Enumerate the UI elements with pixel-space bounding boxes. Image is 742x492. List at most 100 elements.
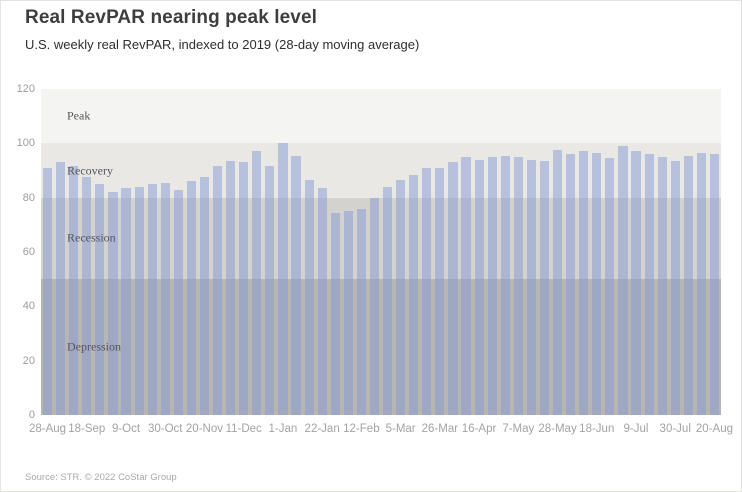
bar-slot (682, 89, 695, 415)
revpar-bar (683, 155, 693, 415)
bar-slot (616, 89, 629, 415)
x-axis-tick: 30-Oct (147, 423, 183, 435)
y-axis-tick: 0 (28, 409, 35, 421)
bar-slot (590, 89, 603, 415)
x-axis-tick: 28-May (538, 423, 577, 435)
band-label-recession: Recession (67, 230, 116, 245)
revpar-bar (147, 184, 157, 415)
bar-slot (473, 89, 486, 415)
revpar-bar (134, 186, 144, 415)
revpar-bar (95, 184, 105, 415)
y-axis-tick: 120 (16, 83, 35, 95)
bar-slot (407, 89, 420, 415)
y-axis-tick: 80 (22, 191, 35, 204)
bar-slot (630, 89, 643, 415)
revpar-bar (526, 159, 536, 415)
bar-slot (551, 89, 564, 415)
bar-slot (316, 89, 329, 415)
revpar-bar (605, 158, 615, 415)
band-label-depression: Depression (67, 339, 121, 354)
revpar-bar (291, 155, 301, 415)
y-axis-tick: 20 (22, 354, 35, 367)
revpar-bar (631, 151, 641, 415)
x-axis-tick: 18-Jun (579, 423, 615, 435)
bar-slot (303, 89, 316, 415)
revpar-bar (108, 192, 118, 415)
bar-slot (381, 89, 394, 415)
bar-slot (41, 89, 54, 415)
revpar-bar (330, 212, 340, 415)
x-axis-tick: 11-Dec (225, 423, 262, 435)
bar-slot (525, 89, 538, 415)
revpar-bar (487, 156, 497, 415)
revpar-bar (500, 155, 510, 415)
revpar-bar (82, 177, 92, 415)
revpar-bar (69, 166, 79, 415)
bar-slot (708, 89, 721, 415)
revpar-bar (696, 152, 707, 415)
revpar-bar (644, 154, 654, 415)
bar-slot (198, 89, 211, 415)
revpar-bar (226, 161, 236, 415)
revpar-bar (317, 188, 327, 415)
revpar-bar (539, 161, 550, 415)
revpar-bar (657, 156, 667, 415)
revpar-bar (343, 211, 353, 415)
x-axis-tick: 9-Jul (623, 423, 649, 435)
x-axis-tick: 1-Jan (268, 423, 298, 435)
revpar-bar (553, 150, 563, 415)
x-axis: 28-Aug 18-Sep 9-Oct 30-Oct 20-Nov 11-Dec 1-Jan… (29, 423, 733, 439)
bar-slot (119, 89, 132, 415)
revpar-bar (42, 167, 53, 415)
bar-slot (695, 89, 708, 415)
revpar-bar (252, 151, 262, 415)
bar-slot (355, 89, 368, 415)
bar-slot (185, 89, 198, 415)
revpar-bar (461, 156, 471, 415)
x-axis-tick: 5-Mar (385, 423, 416, 435)
revpar-bar (356, 208, 366, 415)
bar-slot (603, 89, 616, 415)
bar-slot (564, 89, 577, 415)
revpar-bar (709, 154, 720, 415)
revpar-bar (670, 161, 680, 415)
revpar-bar (265, 166, 275, 415)
revpar-bar (304, 180, 314, 415)
bar-slot (512, 89, 525, 415)
bar-slot (446, 89, 459, 415)
revpar-bar (579, 151, 589, 415)
source-note: Source: STR. © 2022 CoStar Group (25, 472, 177, 483)
x-axis-tick: 22-Jan (304, 423, 340, 435)
bars-layer (41, 89, 721, 415)
bar-slot (80, 89, 93, 415)
bar-slot (420, 89, 433, 415)
revpar-bar (448, 162, 458, 415)
x-axis-tick: 20-Nov (185, 423, 223, 435)
bar-slot (211, 89, 224, 415)
bar-slot (656, 89, 669, 415)
chart-title: Real RevPAR nearing peak level (25, 7, 317, 28)
revpar-bar (199, 177, 210, 415)
revpar-bar (278, 143, 288, 415)
band-peak (41, 89, 721, 144)
band-labels: Peak Recovery Recession Depression (41, 89, 721, 415)
bar-slot (133, 89, 146, 415)
bar-slot (93, 89, 106, 415)
bar-slot (263, 89, 276, 415)
revpar-bar (422, 167, 432, 415)
bar-slot (486, 89, 499, 415)
x-axis-tick: 28-Aug (28, 423, 67, 435)
bar-slot (433, 89, 446, 415)
revpar-bar (369, 197, 380, 415)
bar-slot (329, 89, 342, 415)
bar-slot (499, 89, 512, 415)
bar-slot (643, 89, 656, 415)
bar-slot (54, 89, 67, 415)
bar-slot (146, 89, 159, 415)
revpar-bar (474, 159, 484, 415)
band-label-recovery: Recovery (67, 163, 113, 177)
revpar-bar (396, 180, 406, 415)
revpar-bar (121, 188, 131, 415)
y-axis-tick: 100 (16, 137, 35, 150)
